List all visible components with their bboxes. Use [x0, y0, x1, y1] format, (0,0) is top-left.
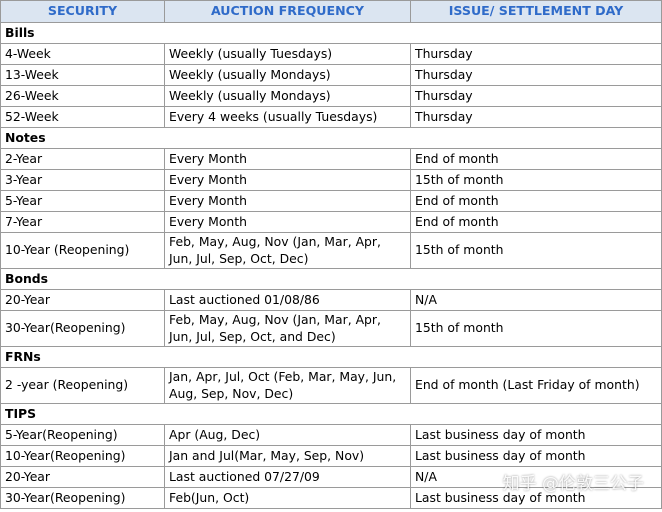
- data-row: 20-Year Last auctioned 01/08/86 N/A: [0, 289, 662, 311]
- section-title: Bonds: [0, 268, 662, 290]
- cell: Thursday: [410, 106, 662, 128]
- cell: End of month: [410, 190, 662, 212]
- cell: 15th of month: [410, 310, 662, 347]
- cell: Every Month: [164, 190, 411, 212]
- cell: Last business day of month: [410, 487, 662, 509]
- cell: Last auctioned 01/08/86: [164, 289, 411, 311]
- cell: Thursday: [410, 85, 662, 107]
- cell: Every 4 weeks (usually Tuesdays): [164, 106, 411, 128]
- watermark: 知乎 @伦敦三公子: [502, 474, 644, 494]
- data-row: 13-Week Weekly (usually Mondays) Thursday: [0, 64, 662, 86]
- section-row: Bonds: [0, 268, 662, 290]
- cell: Thursday: [410, 64, 662, 86]
- section-row: Bills: [0, 22, 662, 44]
- cell: Thursday: [410, 43, 662, 65]
- cell: 15th of month: [410, 232, 662, 269]
- cell: N/A: [410, 289, 662, 311]
- cell: 2-Year: [0, 148, 165, 170]
- data-row: 30-Year(Reopening) Feb, May, Aug, Nov (Ja…: [0, 310, 662, 347]
- cell: 26-Week: [0, 85, 165, 107]
- cell: 20-Year: [0, 466, 165, 488]
- cell: End of month: [410, 148, 662, 170]
- data-row: 7-Year Every Month End of month: [0, 211, 662, 233]
- data-row: 3-Year Every Month 15th of month: [0, 169, 662, 191]
- cell: Last business day of month: [410, 445, 662, 467]
- section-title: TIPS: [0, 403, 662, 425]
- cell: 5-Year: [0, 190, 165, 212]
- section-row: Notes: [0, 127, 662, 149]
- cell: Feb, May, Aug, Nov (Jan, Mar, Apr, Jun, …: [164, 232, 411, 269]
- cell: 3-Year: [0, 169, 165, 191]
- data-row: 10-Year (Reopening) Feb, May, Aug, Nov (J…: [0, 232, 662, 269]
- cell: Jan, Apr, Jul, Oct (Feb, Mar, May, Jun, …: [164, 367, 411, 404]
- table-body: Bills 4-Week Weekly (usually Tuesdays) Thur…: [0, 22, 662, 509]
- data-row: 4-Week Weekly (usually Tuesdays) Thursday: [0, 43, 662, 65]
- data-row: 2 -year (Reopening) Jan, Apr, Jul, Oct (F…: [0, 367, 662, 404]
- data-row: 5-Year Every Month End of month: [0, 190, 662, 212]
- cell: 30-Year(Reopening): [0, 310, 165, 347]
- cell: 52-Week: [0, 106, 165, 128]
- section-title: Notes: [0, 127, 662, 149]
- cell: 13-Week: [0, 64, 165, 86]
- cell: Last business day of month: [410, 424, 662, 446]
- section-title: FRNs: [0, 346, 662, 368]
- cell: Feb(Jun, Oct): [164, 487, 411, 509]
- cell: 4-Week: [0, 43, 165, 65]
- data-row: 52-Week Every 4 weeks (usually Tuesdays) T…: [0, 106, 662, 128]
- cell: Weekly (usually Mondays): [164, 85, 411, 107]
- column-header: ISSUE/ SETTLEMENT DAY: [410, 0, 662, 23]
- cell: End of month (Last Friday of month): [410, 367, 662, 404]
- cell: Last auctioned 07/27/09: [164, 466, 411, 488]
- cell: Jan and Jul(Mar, May, Sep, Nov): [164, 445, 411, 467]
- cell: Every Month: [164, 169, 411, 191]
- cell: 10-Year(Reopening): [0, 445, 165, 467]
- section-row: FRNs: [0, 346, 662, 368]
- data-row: 30-Year(Reopening) Feb(Jun, Oct) Last busi…: [0, 487, 662, 509]
- data-row: 2-Year Every Month End of month: [0, 148, 662, 170]
- data-row: 10-Year(Reopening) Jan and Jul(Mar, May, …: [0, 445, 662, 467]
- data-row: 5-Year(Reopening) Apr (Aug, Dec) Last busi…: [0, 424, 662, 446]
- cell: Weekly (usually Mondays): [164, 64, 411, 86]
- cell: Apr (Aug, Dec): [164, 424, 411, 446]
- cell: End of month: [410, 211, 662, 233]
- data-row: 26-Week Weekly (usually Mondays) Thursday: [0, 85, 662, 107]
- cell: 2 -year (Reopening): [0, 367, 165, 404]
- cell: 10-Year (Reopening): [0, 232, 165, 269]
- cell: Weekly (usually Tuesdays): [164, 43, 411, 65]
- column-header: AUCTION FREQUENCY: [164, 0, 411, 23]
- cell: 15th of month: [410, 169, 662, 191]
- cell: 5-Year(Reopening): [0, 424, 165, 446]
- cell: 7-Year: [0, 211, 165, 233]
- cell: Every Month: [164, 148, 411, 170]
- cell: Every Month: [164, 211, 411, 233]
- section-title: Bills: [0, 22, 662, 44]
- header-row: SECURITY AUCTION FREQUENCY ISSUE/ SETTLEME…: [0, 0, 662, 23]
- cell: 20-Year: [0, 289, 165, 311]
- section-row: TIPS: [0, 403, 662, 425]
- column-header: SECURITY: [0, 0, 165, 23]
- cell: Feb, May, Aug, Nov (Jan, Mar, Apr, Jun, …: [164, 310, 411, 347]
- cell: 30-Year(Reopening): [0, 487, 165, 509]
